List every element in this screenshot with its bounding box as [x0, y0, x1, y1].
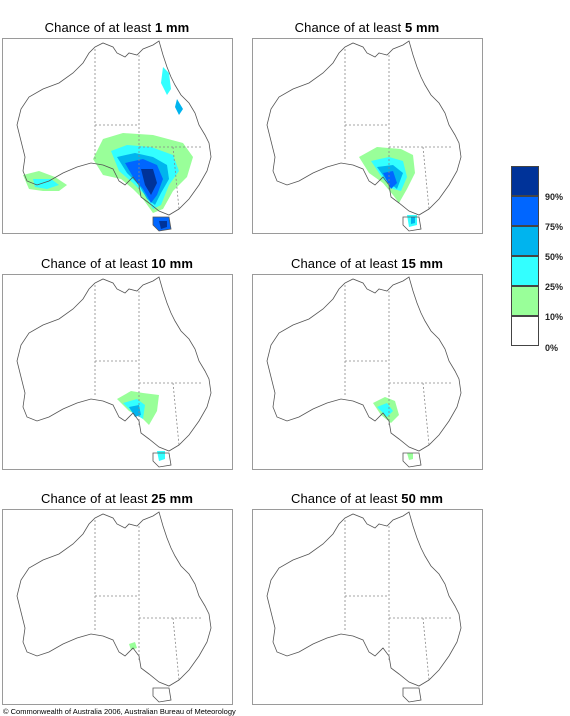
legend-swatch-50: [511, 226, 539, 256]
rain-overlay: [23, 67, 193, 231]
australia-outline: [16, 40, 212, 232]
panel-title: Chance of at least 5 mm: [294, 20, 440, 35]
legend-label-75: 75%: [545, 222, 564, 232]
australia-outline: [16, 276, 212, 468]
map-frame: [2, 509, 233, 705]
map-frame: [2, 274, 233, 470]
legend-label-10: 10%: [545, 312, 564, 322]
panel-title: Chance of at least 10 mm: [40, 256, 193, 271]
legend-label-90: 90%: [545, 192, 564, 202]
australia-outline: [266, 511, 462, 703]
australia-outline: [16, 511, 212, 703]
map-frame: [252, 274, 483, 470]
panel-title: Chance of at least 25 mm: [40, 491, 193, 506]
legend-swatch-0: [511, 316, 539, 346]
rain-overlay: [129, 642, 137, 650]
panel-title: Chance of at least 50 mm: [290, 491, 443, 506]
map-frame: [252, 509, 483, 705]
rain-overlay: [373, 397, 413, 460]
panel-title: Chance of at least 1 mm: [44, 20, 190, 35]
legend-swatch-25: [511, 256, 539, 286]
copyright-text: © Commonwealth of Australia 2006, Austra…: [3, 707, 236, 716]
map-frame: [252, 38, 483, 234]
rain-overlay: [117, 391, 165, 461]
panel-title: Chance of at least 15 mm: [290, 256, 443, 271]
australia-outline: [266, 40, 462, 232]
legend-swatch-90: [511, 166, 539, 196]
legend-label-25: 25%: [545, 282, 564, 292]
legend-swatch-10: [511, 286, 539, 316]
australia-outline: [266, 276, 462, 468]
map-frame: [2, 38, 233, 234]
rain-overlay: [359, 147, 417, 227]
legend-label-0: 0%: [545, 343, 559, 353]
legend-label-50: 50%: [545, 252, 564, 262]
legend-swatch-75: [511, 196, 539, 226]
